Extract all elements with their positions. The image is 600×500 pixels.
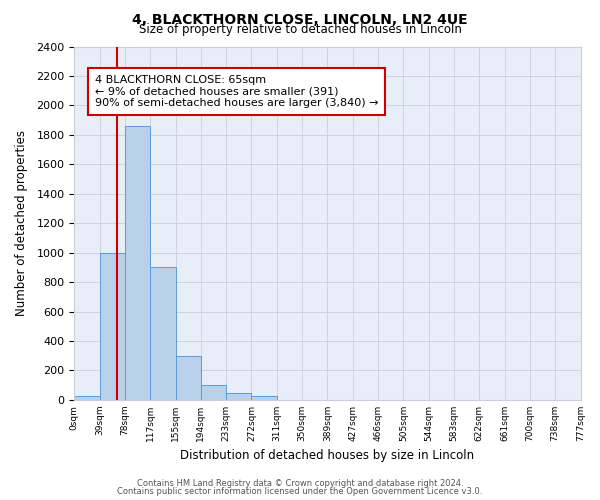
Bar [251, 396, 277, 400]
Text: 4, BLACKTHORN CLOSE, LINCOLN, LN2 4UE: 4, BLACKTHORN CLOSE, LINCOLN, LN2 4UE [132, 12, 468, 26]
Bar [176, 356, 201, 400]
Bar [100, 252, 125, 400]
Text: 4 BLACKTHORN CLOSE: 65sqm
← 9% of detached houses are smaller (391)
90% of semi-: 4 BLACKTHORN CLOSE: 65sqm ← 9% of detach… [95, 75, 378, 108]
Bar [201, 385, 226, 400]
Bar [74, 396, 100, 400]
Bar [125, 126, 150, 400]
Text: Size of property relative to detached houses in Lincoln: Size of property relative to detached ho… [139, 22, 461, 36]
Text: Contains HM Land Registry data © Crown copyright and database right 2024.: Contains HM Land Registry data © Crown c… [137, 478, 463, 488]
Bar [226, 394, 251, 400]
Y-axis label: Number of detached properties: Number of detached properties [15, 130, 28, 316]
Text: Contains public sector information licensed under the Open Government Licence v3: Contains public sector information licen… [118, 487, 482, 496]
X-axis label: Distribution of detached houses by size in Lincoln: Distribution of detached houses by size … [181, 450, 475, 462]
Bar [150, 268, 176, 400]
